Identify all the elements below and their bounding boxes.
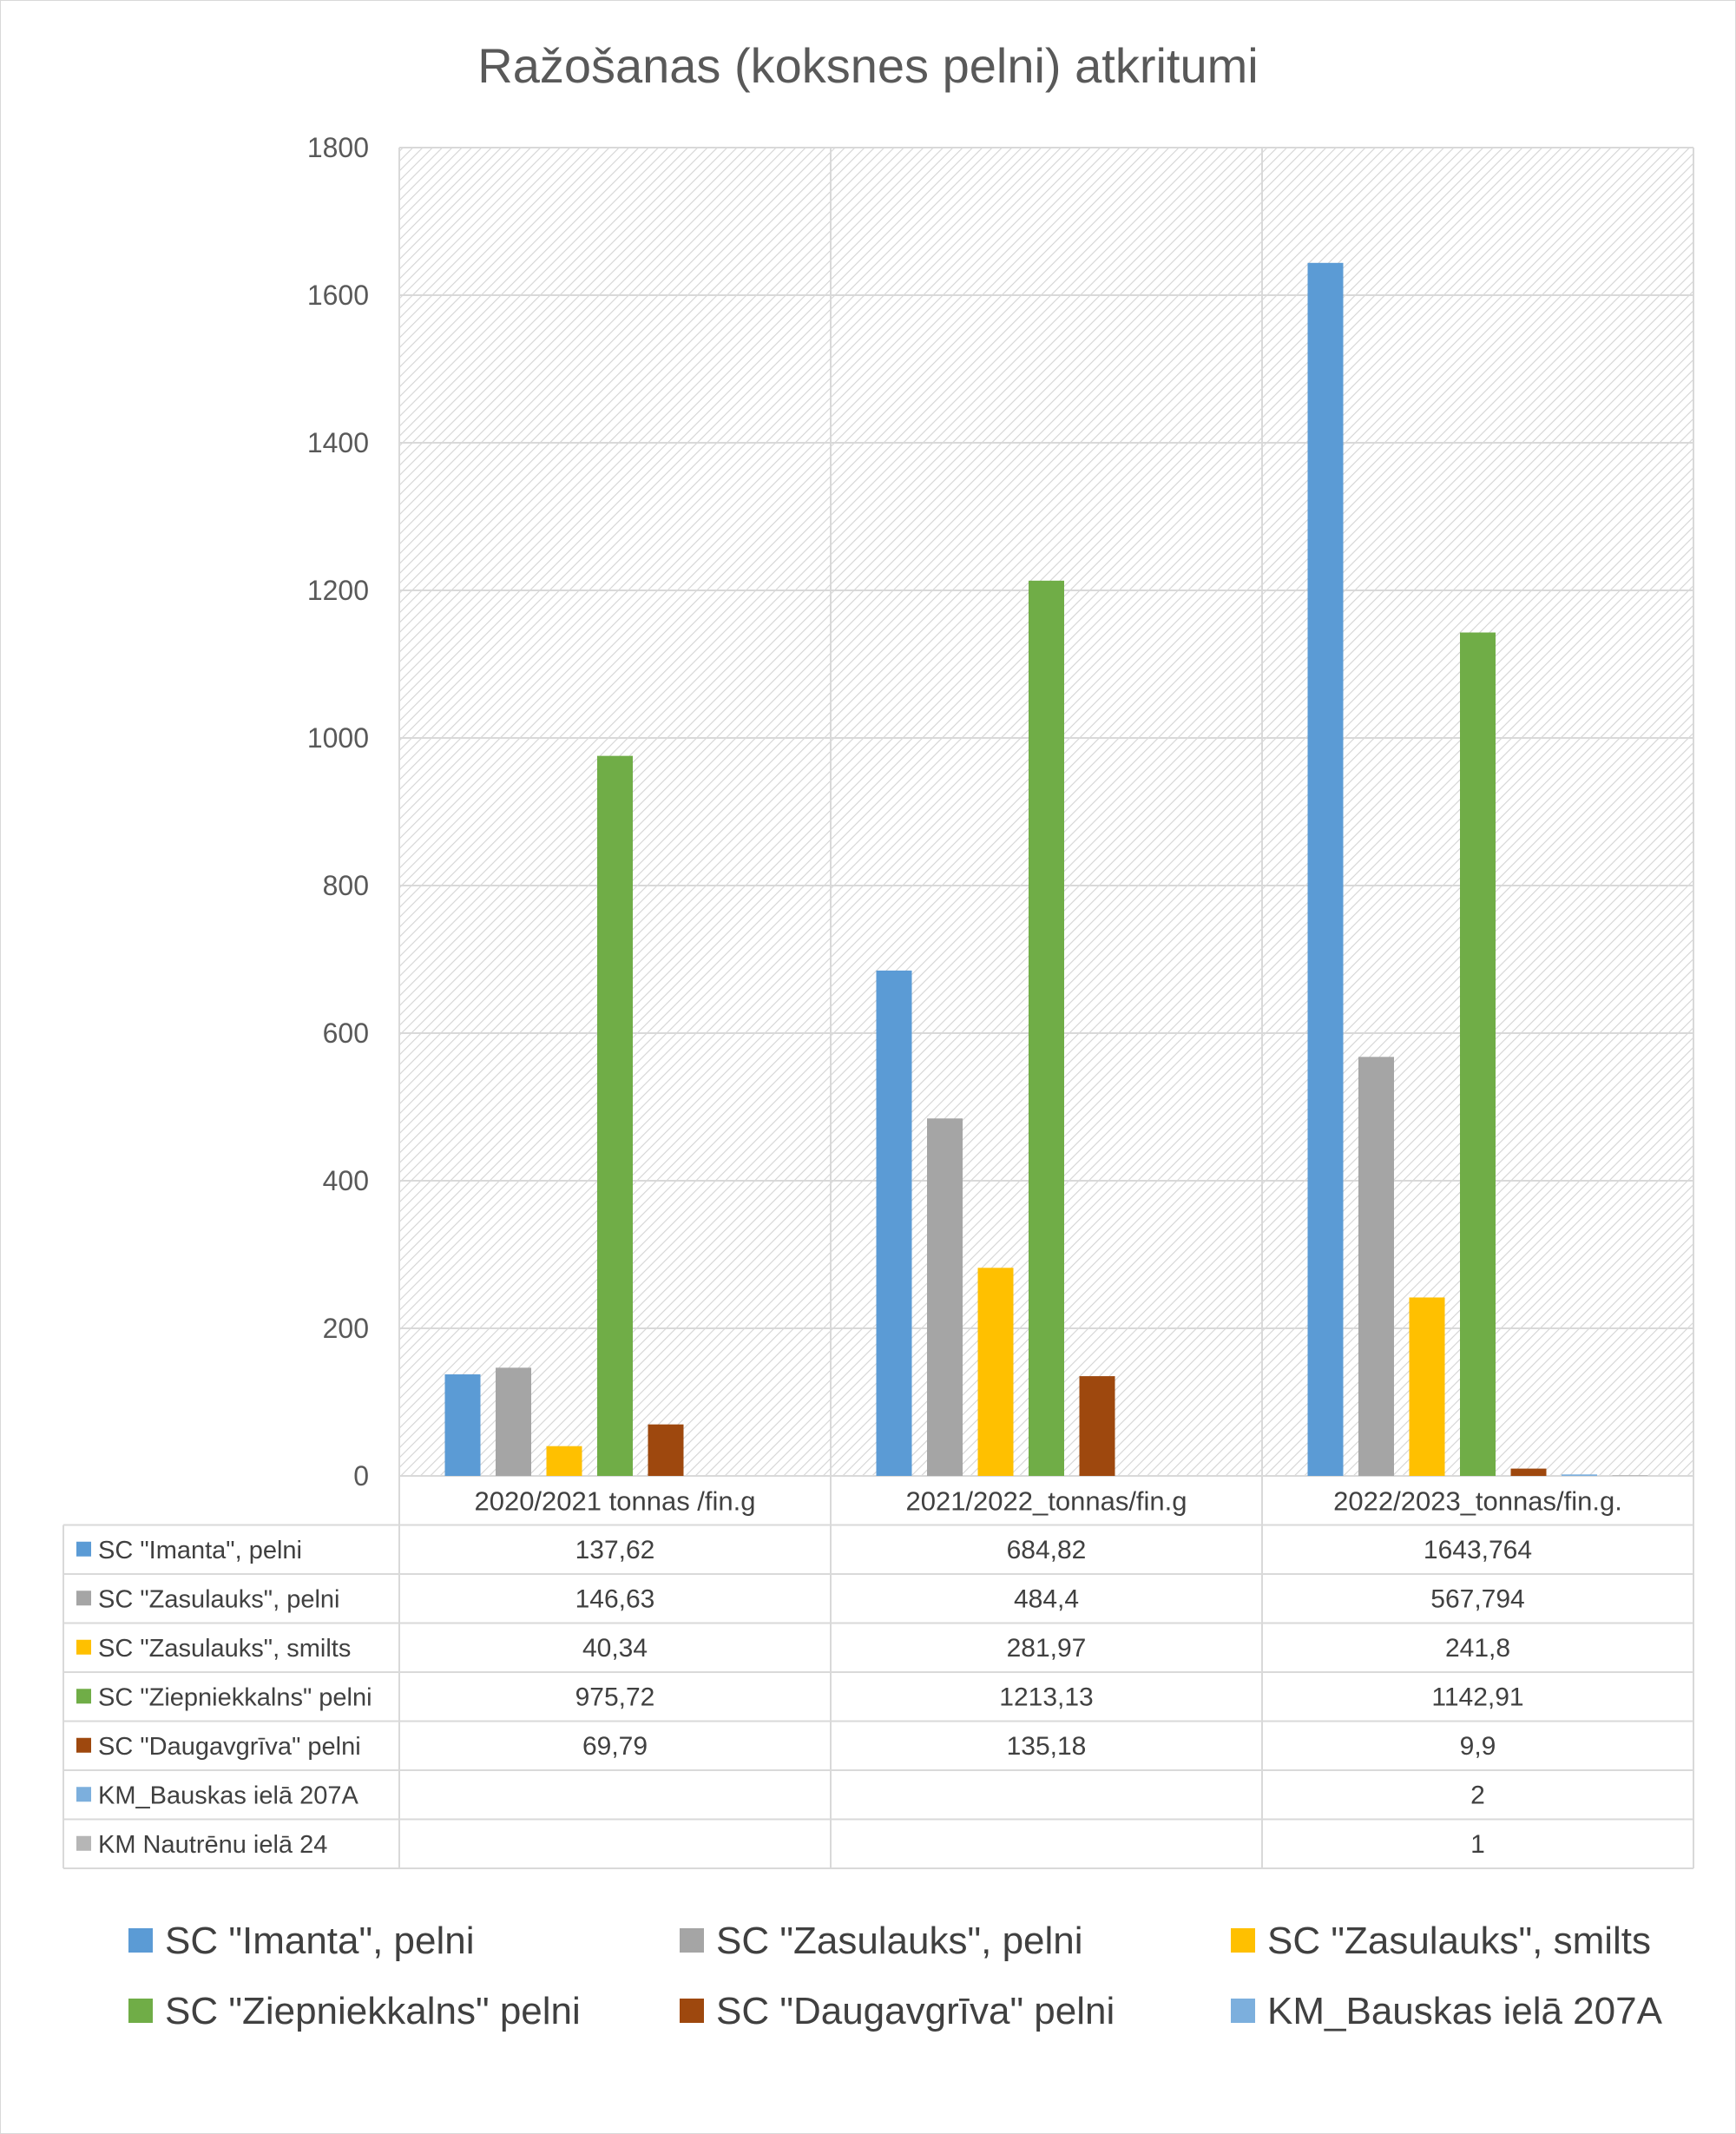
table-cell-value: 1643,764 (1424, 1536, 1532, 1564)
table-legend-key (76, 1689, 91, 1704)
table-row-label: SC "Zasulauks", smilts (98, 1635, 351, 1663)
table-cell-value: 1 (1470, 1830, 1485, 1859)
y-tick-label: 1800 (307, 132, 369, 163)
legend-entry: SC "Ziepniekkalns" pelni (165, 1990, 581, 2032)
legend-key (128, 1928, 153, 1953)
bar-2-0 (546, 1446, 582, 1476)
bar-3-0 (597, 755, 633, 1476)
table-cell-value: 241,8 (1445, 1634, 1510, 1663)
table-row-label: SC "Daugavgrīva" pelni (98, 1733, 361, 1761)
y-tick-label: 1200 (307, 575, 369, 606)
table-row-label: SC "Zasulauks", pelni (98, 1585, 340, 1613)
legend-entry: SC "Daugavgrīva" pelni (716, 1990, 1115, 2032)
y-tick-label: 1400 (307, 427, 369, 458)
table-cell-value: 567,794 (1430, 1584, 1524, 1613)
table-cell-value: 146,63 (575, 1584, 655, 1613)
bar-0-0 (444, 1374, 481, 1476)
table-legend-key (76, 1639, 91, 1655)
table-row-label: KM Nautrēnu ielā 24 (98, 1831, 327, 1859)
table-row-label: KM_Bauskas ielā 207A (98, 1782, 358, 1809)
y-tick-label: 400 (323, 1165, 369, 1196)
bar-3-1 (1029, 580, 1064, 1476)
legend-key (680, 1928, 704, 1953)
table-cell-value: 135,18 (1007, 1732, 1087, 1761)
table-cell-value: 40,34 (582, 1634, 648, 1663)
table-legend-key (76, 1835, 91, 1851)
legend-key (1231, 1999, 1255, 2023)
y-tick-label: 600 (323, 1018, 369, 1049)
bar-1-1 (927, 1118, 963, 1476)
table-cell-value: 975,72 (575, 1683, 655, 1711)
table-legend-key (76, 1591, 91, 1606)
table-cell-value: 137,62 (575, 1536, 655, 1564)
y-tick-label: 0 (353, 1460, 369, 1492)
table-row-label: SC "Ziepniekkalns" pelni (98, 1683, 372, 1711)
y-tick-label: 800 (323, 870, 369, 901)
table-legend-key (76, 1541, 91, 1557)
table-legend-key (76, 1787, 91, 1802)
chart-title: Ražošanas (koksnes pelni) atkritumi (477, 38, 1258, 93)
bar-4-1 (1079, 1376, 1115, 1476)
bar-1-0 (496, 1367, 531, 1476)
bar-0-2 (1307, 262, 1344, 1477)
legend-entry: SC "Zasulauks", pelni (716, 1920, 1083, 1962)
table-cell-value: 684,82 (1007, 1536, 1087, 1564)
table-row-label: SC "Imanta", pelni (98, 1537, 302, 1564)
bar-2-1 (977, 1268, 1014, 1476)
legend-key (128, 1999, 153, 2023)
legend-entry: SC "Zasulauks", smilts (1267, 1920, 1651, 1962)
table-cell-value: 1142,91 (1431, 1683, 1523, 1711)
bar-4-0 (648, 1424, 684, 1476)
legend-entry: SC "Imanta", pelni (165, 1920, 475, 1962)
table-cell-value: 69,79 (582, 1732, 648, 1761)
bar-3-2 (1460, 632, 1496, 1476)
table-cell-value: 9,9 (1460, 1732, 1496, 1761)
y-tick-label: 200 (323, 1313, 369, 1344)
bar-1-2 (1358, 1057, 1394, 1476)
bar-4-2 (1510, 1468, 1547, 1476)
table-cell-value: 2 (1470, 1781, 1485, 1809)
y-tick-label: 1000 (307, 722, 369, 754)
x-category-label: 2020/2021 tonnas /fin.g (474, 1485, 755, 1516)
y-tick-label: 1600 (307, 280, 369, 311)
table-cell-value: 484,4 (1014, 1584, 1079, 1613)
table-cell-value: 1213,13 (999, 1683, 1093, 1711)
bar-5-2 (1562, 1474, 1597, 1476)
table-legend-key (76, 1737, 91, 1753)
bar-2-2 (1409, 1297, 1445, 1476)
legend-key (1231, 1928, 1255, 1953)
x-category-label: 2022/2023_tonnas/fin.g. (1333, 1485, 1622, 1516)
bar-6-2 (1612, 1475, 1648, 1476)
x-category-label: 2021/2022_tonnas/fin.g (905, 1485, 1187, 1516)
table-cell-value: 281,97 (1007, 1634, 1087, 1663)
legend-entry: KM_Bauskas ielā 207A (1267, 1990, 1663, 2032)
bar-0-1 (876, 970, 912, 1476)
legend-key (680, 1999, 704, 2023)
